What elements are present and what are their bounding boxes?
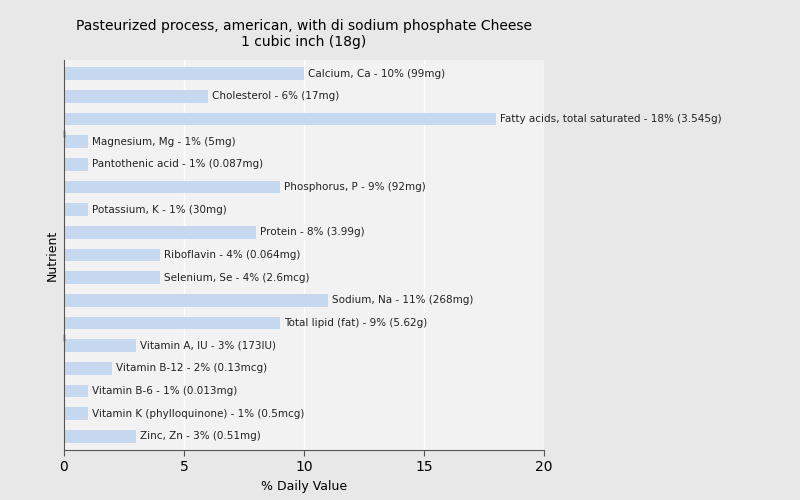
Bar <box>64 385 88 398</box>
X-axis label: % Daily Value: % Daily Value <box>261 480 347 493</box>
Text: Vitamin K (phylloquinone) - 1% (0.5mcg): Vitamin K (phylloquinone) - 1% (0.5mcg) <box>91 408 304 418</box>
Bar <box>64 362 112 374</box>
Text: Pantothenic acid - 1% (0.087mg): Pantothenic acid - 1% (0.087mg) <box>91 160 262 170</box>
Text: Vitamin B-12 - 2% (0.13mcg): Vitamin B-12 - 2% (0.13mcg) <box>115 364 266 374</box>
Bar <box>64 272 160 284</box>
Bar <box>64 112 496 125</box>
Text: Calcium, Ca - 10% (99mg): Calcium, Ca - 10% (99mg) <box>308 68 445 78</box>
Bar <box>64 90 208 102</box>
Bar <box>64 294 328 306</box>
Text: Fatty acids, total saturated - 18% (3.545g): Fatty acids, total saturated - 18% (3.54… <box>499 114 722 124</box>
Text: Selenium, Se - 4% (2.6mcg): Selenium, Se - 4% (2.6mcg) <box>164 272 309 282</box>
Bar <box>64 226 256 238</box>
Text: Potassium, K - 1% (30mg): Potassium, K - 1% (30mg) <box>91 204 226 214</box>
Text: Vitamin B-6 - 1% (0.013mg): Vitamin B-6 - 1% (0.013mg) <box>91 386 237 396</box>
Bar <box>64 340 136 352</box>
Bar <box>64 136 88 148</box>
Bar <box>64 408 88 420</box>
Bar <box>64 180 280 193</box>
Text: Vitamin A, IU - 3% (173IU): Vitamin A, IU - 3% (173IU) <box>139 340 275 350</box>
Text: Magnesium, Mg - 1% (5mg): Magnesium, Mg - 1% (5mg) <box>91 136 235 146</box>
Bar <box>64 68 304 80</box>
Text: Zinc, Zn - 3% (0.51mg): Zinc, Zn - 3% (0.51mg) <box>139 432 260 442</box>
Text: Phosphorus, P - 9% (92mg): Phosphorus, P - 9% (92mg) <box>284 182 426 192</box>
Y-axis label: Nutrient: Nutrient <box>46 230 58 280</box>
Bar <box>64 430 136 442</box>
Bar <box>64 204 88 216</box>
Text: Total lipid (fat) - 9% (5.62g): Total lipid (fat) - 9% (5.62g) <box>284 318 427 328</box>
Bar <box>64 317 280 330</box>
Text: Cholesterol - 6% (17mg): Cholesterol - 6% (17mg) <box>211 92 339 102</box>
Title: Pasteurized process, american, with di sodium phosphate Cheese
1 cubic inch (18g: Pasteurized process, american, with di s… <box>76 19 532 49</box>
Bar <box>64 249 160 261</box>
Bar <box>64 158 88 170</box>
Text: Riboflavin - 4% (0.064mg): Riboflavin - 4% (0.064mg) <box>164 250 300 260</box>
Text: Protein - 8% (3.99g): Protein - 8% (3.99g) <box>259 228 364 237</box>
Text: Sodium, Na - 11% (268mg): Sodium, Na - 11% (268mg) <box>332 296 473 306</box>
